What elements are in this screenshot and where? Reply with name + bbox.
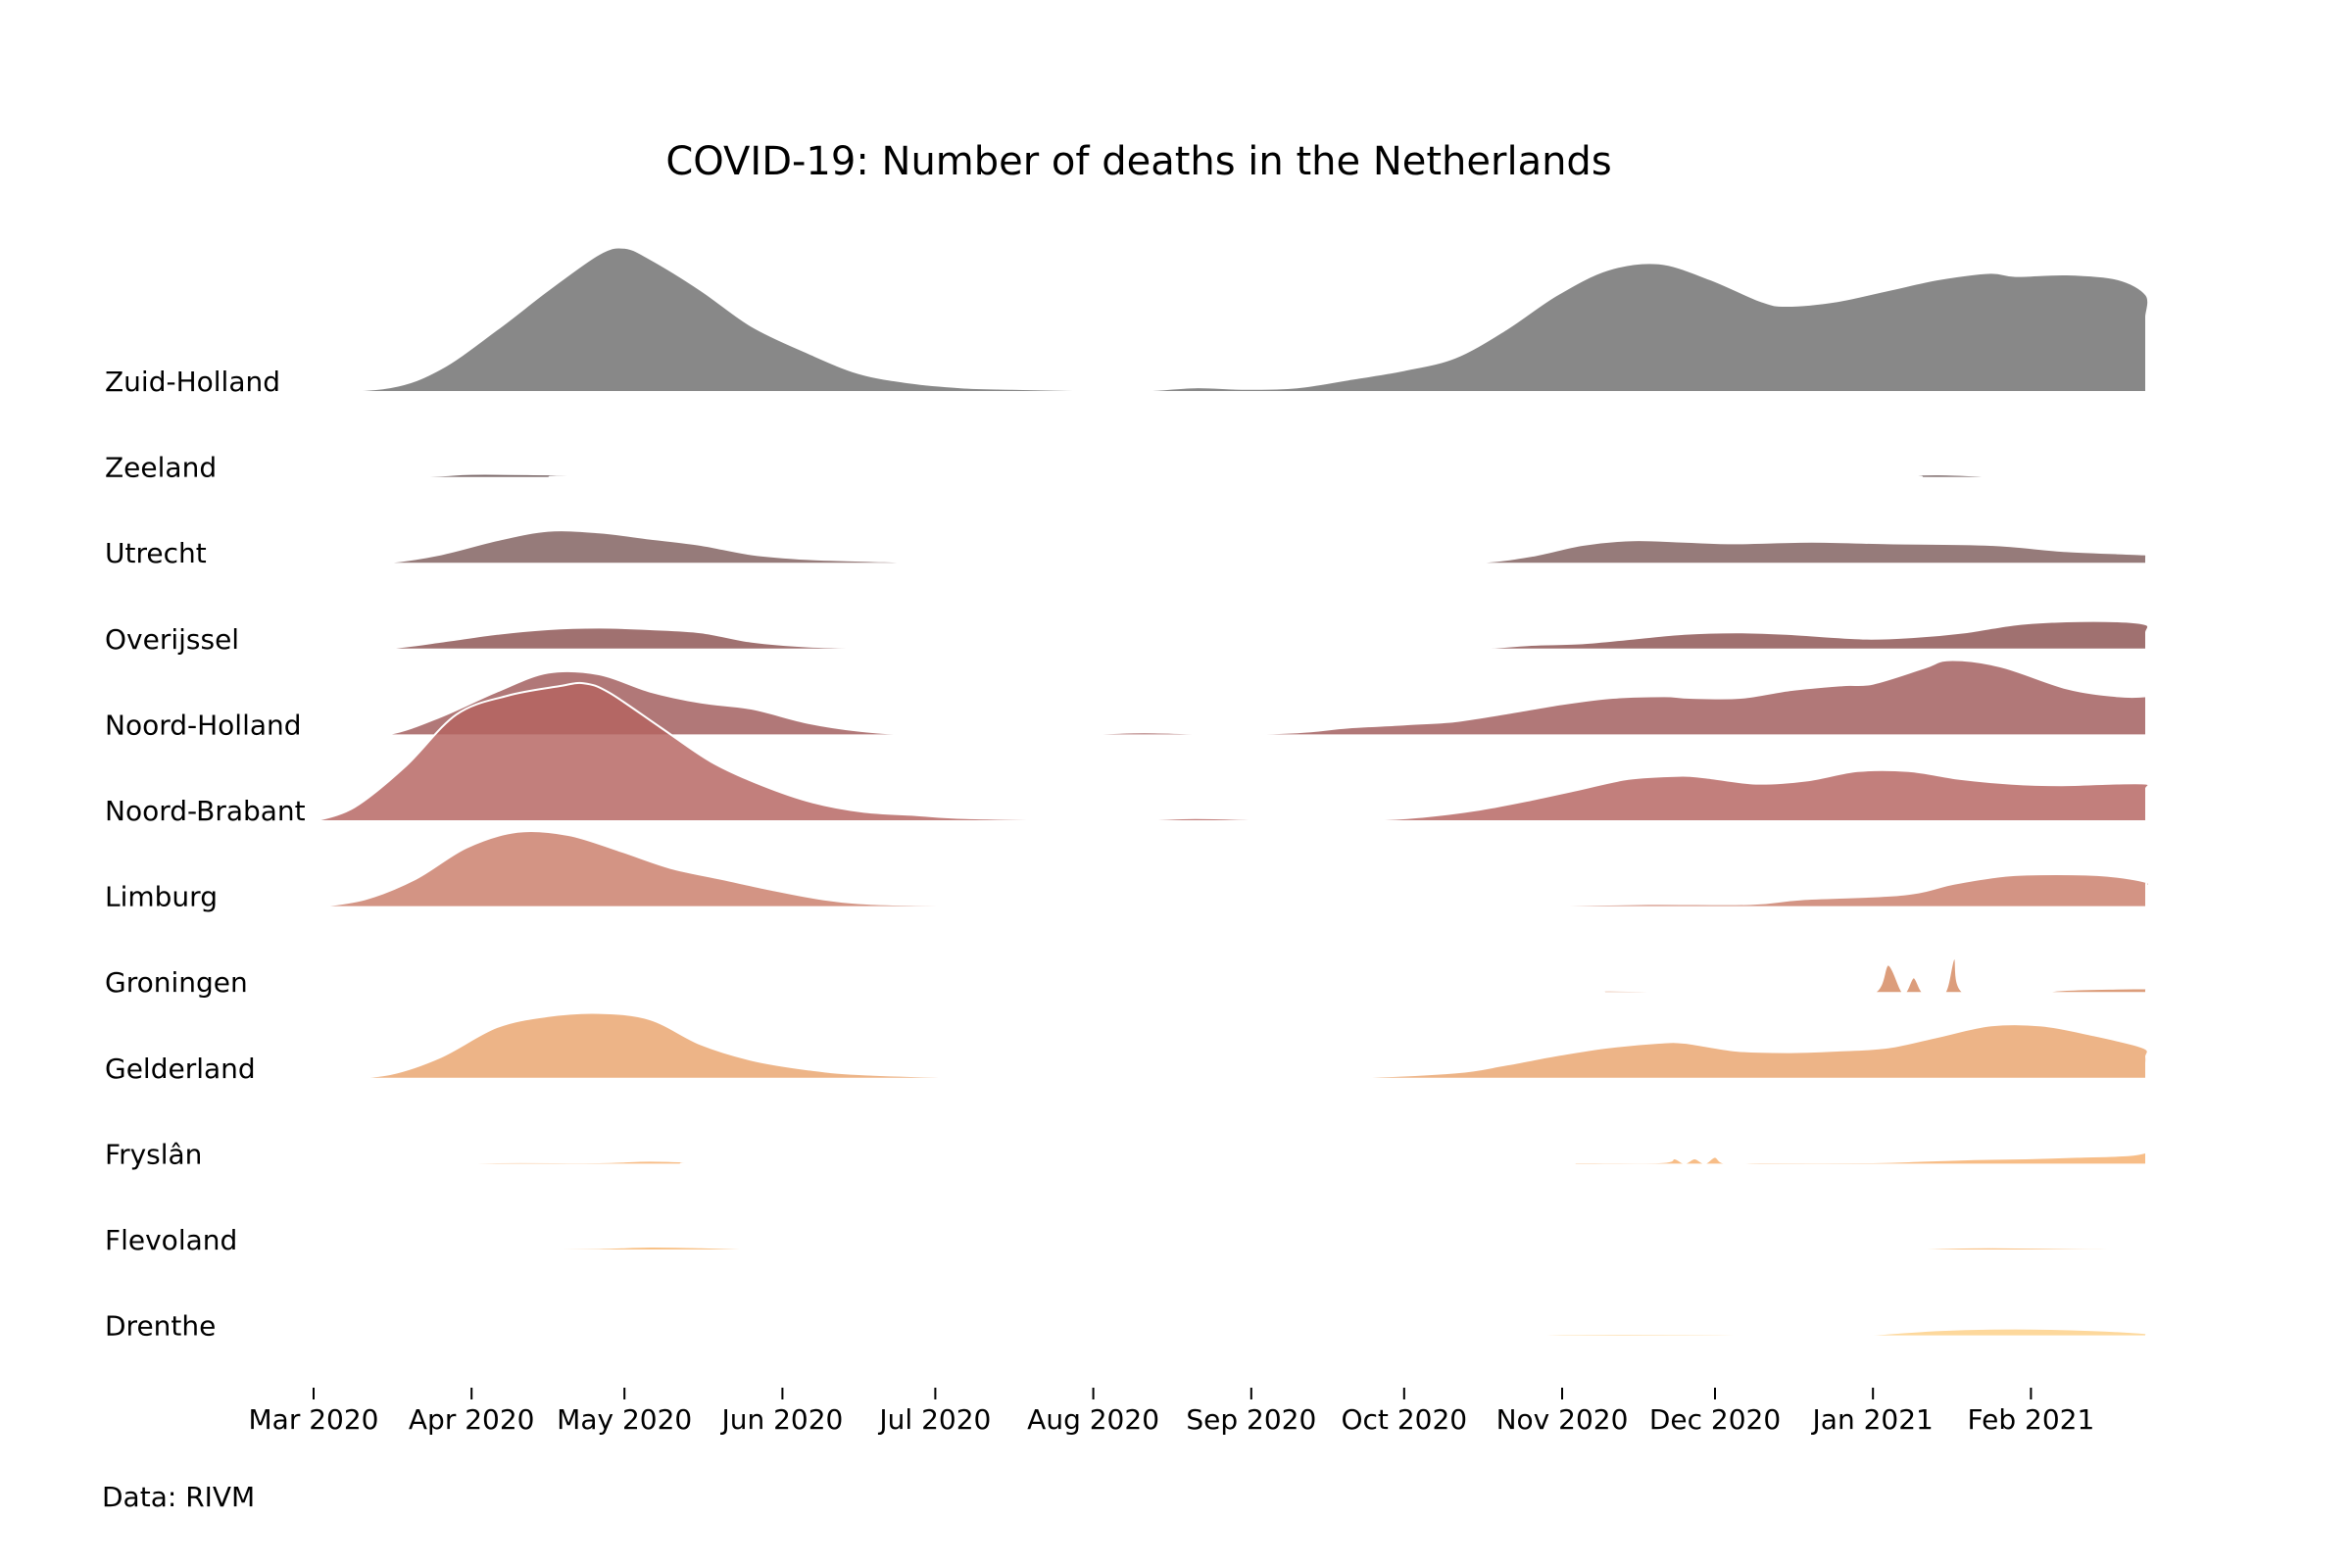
ridge-overijssel — [338, 619, 2150, 651]
x-tick-label: Jul 2020 — [877, 1403, 991, 1436]
x-tick-label: Jan 2021 — [1811, 1403, 1934, 1436]
row-label-zuid-holland: Zuid-Holland — [105, 366, 280, 398]
row-labels: Zuid-Holland Zeeland Utrecht Overijssel Noor… — [105, 366, 306, 1343]
ridge-zuid-holland — [313, 246, 2150, 393]
row-label-noord-holland: Noord-Holland — [105, 709, 302, 741]
x-axis: Mar 2020 Apr 2020 May 2020 Jun 2020 Jul 2020… — [249, 1388, 2095, 1436]
x-tick-label: Dec 2020 — [1649, 1403, 1781, 1436]
row-label-flevoland: Flevoland — [105, 1224, 237, 1256]
ridge-frysl-n — [415, 1148, 2149, 1166]
row-label-gelderland: Gelderland — [105, 1053, 256, 1085]
ridge-gelderland — [338, 1011, 2149, 1080]
ridge-noord-brabant — [313, 681, 2150, 822]
x-tick-label: Oct 2020 — [1342, 1403, 1468, 1436]
ridge-zeeland — [368, 472, 2028, 479]
x-tick-label: May 2020 — [557, 1403, 692, 1436]
x-tick-label: Aug 2020 — [1027, 1403, 1159, 1436]
row-label-frysl-n: Fryslân — [105, 1138, 202, 1170]
x-tick-label: Mar 2020 — [249, 1403, 379, 1436]
x-tick-label: Jun 2020 — [719, 1403, 843, 1436]
row-label-zeeland: Zeeland — [105, 452, 217, 484]
chart-title: COVID-19: Number of deaths in the Nether… — [665, 139, 1611, 184]
ridge-utrecht — [338, 529, 2151, 565]
row-label-utrecht: Utrecht — [105, 537, 207, 569]
ridge-flevoland — [364, 1245, 2151, 1252]
x-tick-label: Nov 2020 — [1496, 1403, 1629, 1436]
row-label-limburg: Limburg — [105, 881, 218, 913]
ridges — [313, 246, 2153, 1338]
row-label-noord-brabant: Noord-Brabant — [105, 795, 306, 827]
row-label-drenthe: Drenthe — [105, 1310, 216, 1343]
ridge-groningen — [415, 957, 2153, 995]
x-tick-label: Feb 2021 — [1968, 1403, 2095, 1436]
ridge-limburg — [313, 829, 2150, 908]
ridge-drenthe — [1504, 1327, 2152, 1338]
source-note: Data: RIVM — [102, 1481, 255, 1513]
x-tick-label: Sep 2020 — [1186, 1403, 1316, 1436]
x-tick-label: Apr 2020 — [409, 1403, 535, 1436]
ridge-noord-holland — [338, 659, 2150, 737]
row-label-overijssel: Overijssel — [105, 623, 239, 656]
row-label-groningen: Groningen — [105, 966, 248, 999]
